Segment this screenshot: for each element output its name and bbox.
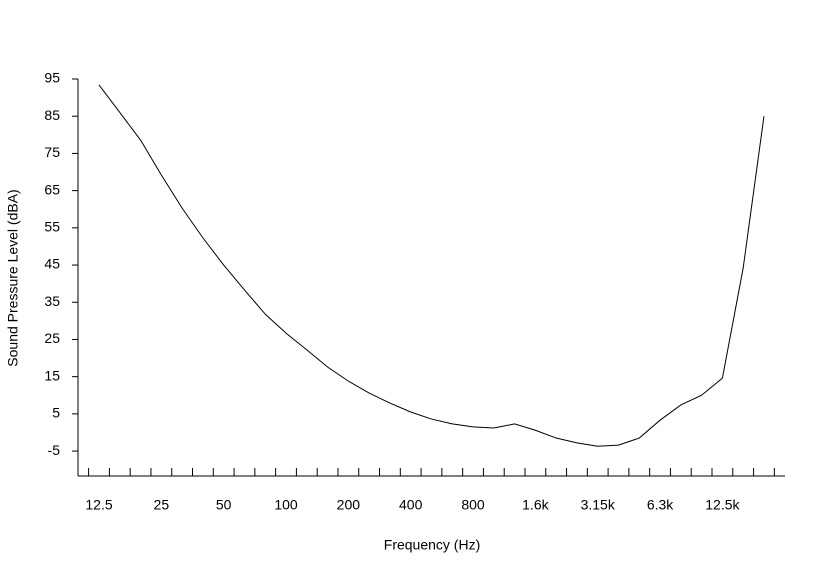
- y-axis-label: Sound Pressure Level (dBA): [5, 189, 21, 366]
- x-tick-label: 200: [337, 497, 361, 513]
- line-series: [98, 84, 765, 447]
- x-tick-label: 6.3k: [647, 497, 674, 513]
- y-tick-label: 15: [44, 367, 60, 383]
- x-tick-label: 400: [399, 497, 423, 513]
- x-tick-label: 100: [274, 497, 298, 513]
- y-tick-label: 95: [44, 70, 60, 86]
- x-tick-label: 3.15k: [581, 497, 616, 513]
- x-tick-label: 800: [461, 497, 485, 513]
- y-tick-label: 65: [44, 181, 60, 197]
- x-tick-label: 12.5k: [705, 497, 740, 513]
- y-tick-label: 75: [44, 144, 60, 160]
- y-tick-label: 5: [52, 405, 60, 421]
- y-tick-label: 85: [44, 107, 60, 123]
- x-tick-label: 1.6k: [522, 497, 549, 513]
- y-tick-label: -5: [48, 442, 61, 458]
- y-tick-label: 55: [44, 219, 60, 235]
- x-tick-label: 50: [216, 497, 232, 513]
- x-axis-label: Frequency (Hz): [384, 537, 480, 553]
- y-tick-label: 45: [44, 256, 60, 272]
- x-tick-label: 12.5: [85, 497, 112, 513]
- y-tick-label: 35: [44, 293, 60, 309]
- x-tick-label: 25: [154, 497, 170, 513]
- y-tick-label: 25: [44, 330, 60, 346]
